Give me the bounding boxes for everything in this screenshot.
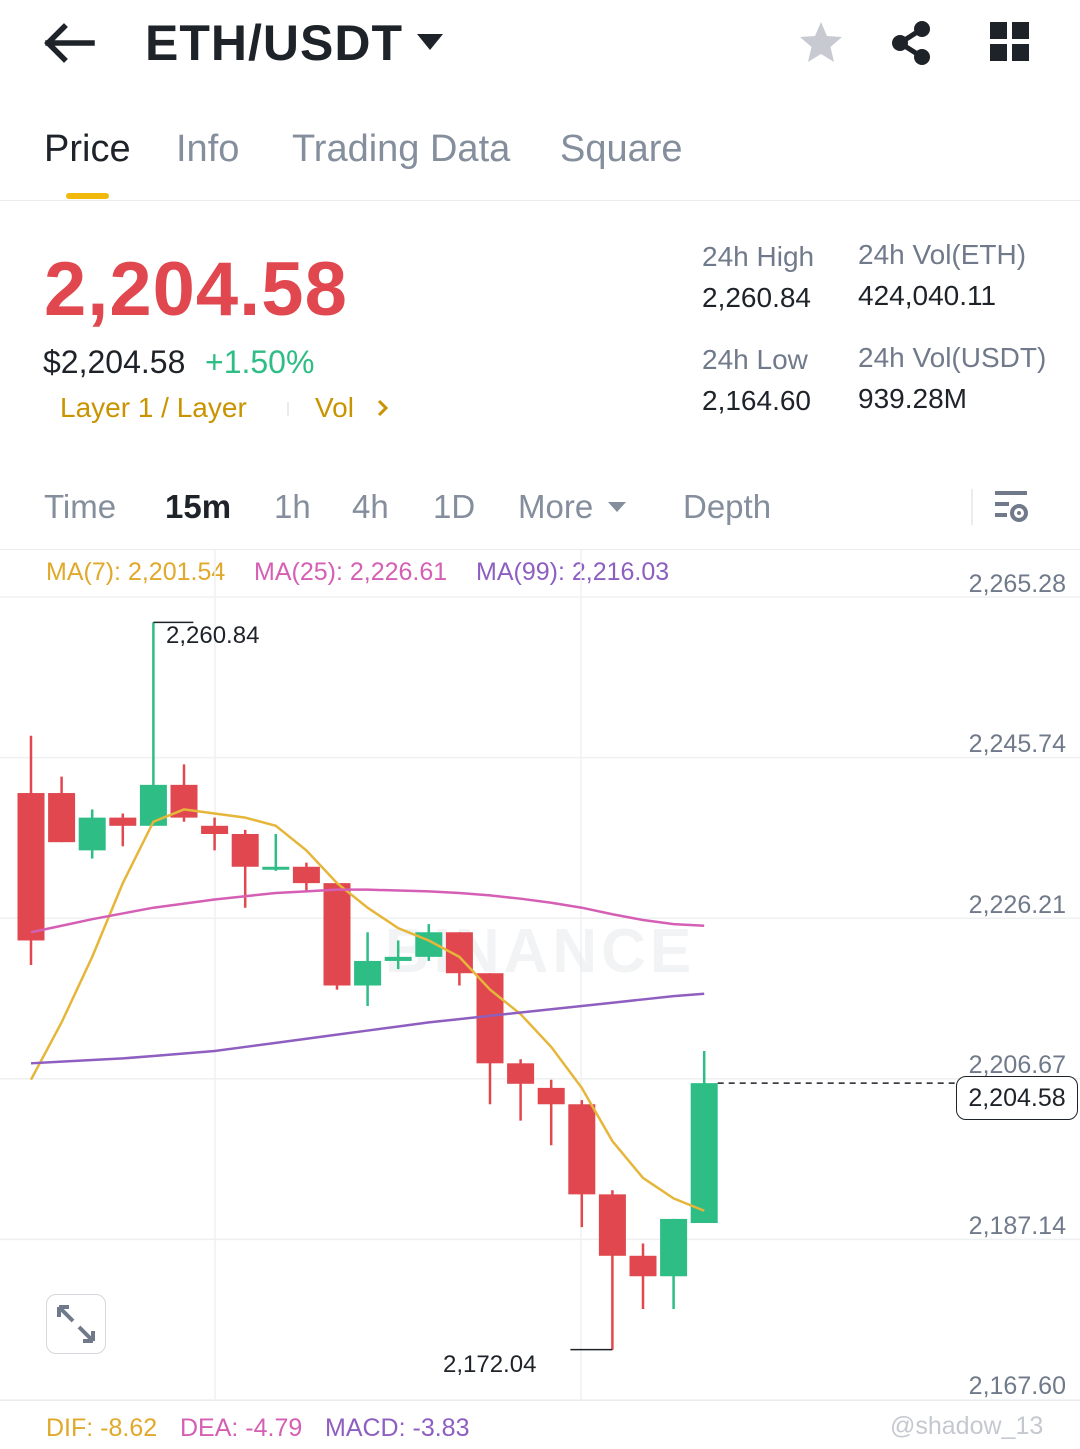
candle-body	[139, 784, 167, 826]
candle-body	[323, 883, 351, 986]
stat-vol-usdt-label: 24h Vol(USDT)	[858, 342, 1047, 373]
chart-settings-button[interactable]	[994, 489, 1030, 525]
ma7-line	[29, 808, 705, 1212]
candle-body	[201, 825, 229, 834]
candle-body	[17, 793, 45, 941]
chevron-right-icon	[377, 399, 389, 417]
macd-divider	[0, 1400, 1080, 1401]
layout-button[interactable]	[990, 22, 1030, 62]
stat-high-value: 2,260.84	[702, 282, 811, 313]
high-annotation: 2,260.84	[166, 622, 260, 649]
stat-high-label: 24h High	[702, 241, 815, 272]
star-icon	[800, 22, 842, 62]
macd-dea: DEA: -4.79	[180, 1414, 303, 1442]
candle-body	[476, 973, 504, 1064]
share-button[interactable]	[889, 20, 933, 66]
active-tab-indicator	[66, 193, 109, 199]
stat-vol-eth-value: 424,040.11	[858, 280, 997, 311]
last-price: 2,204.58	[44, 247, 348, 332]
stat-vol-usdt-value: 939.28M	[858, 383, 967, 414]
tab-info[interactable]: Info	[176, 128, 240, 170]
candle-body	[598, 1194, 626, 1256]
tag-separator	[287, 402, 289, 416]
grid-icon	[990, 22, 1029, 61]
interval-1d[interactable]: 1D	[433, 488, 476, 525]
chart-settings-icon	[995, 491, 1028, 522]
y-axis-label: 2,167.60	[968, 1372, 1066, 1400]
macd-dif: DIF: -8.62	[46, 1414, 158, 1442]
macd-value: MACD: -3.83	[325, 1414, 470, 1442]
pair-title[interactable]: ETH/USDT	[145, 15, 403, 71]
fullscreen-button[interactable]	[46, 1294, 106, 1354]
back-arrow-icon	[44, 23, 95, 63]
stat-vol-eth-label: 24h Vol(ETH)	[858, 239, 1027, 270]
candle-body	[48, 793, 76, 843]
ma99-label: MA(99): 2,216.03	[476, 558, 670, 586]
candlestick-chart[interactable]: BINANCE	[0, 550, 1080, 1400]
more-dropdown-icon	[606, 499, 628, 515]
candle-body	[384, 956, 412, 961]
expand-icon	[57, 1305, 95, 1343]
ma25-label: MA(25): 2,226.61	[254, 558, 448, 586]
stat-low-label: 24h Low	[702, 344, 808, 375]
low-annotation: 2,172.04	[443, 1351, 537, 1378]
vol-tag[interactable]: Vol	[315, 392, 354, 423]
stat-low-value: 2,164.60	[702, 385, 811, 416]
favorite-button[interactable]	[798, 20, 844, 64]
caret-down-icon	[608, 502, 626, 512]
chevron-down-icon	[417, 34, 443, 50]
y-axis-label: 2,245.74	[968, 730, 1066, 758]
interval-4h[interactable]: 4h	[352, 488, 389, 525]
candle-body	[629, 1255, 657, 1277]
intervals-divider	[0, 549, 1080, 550]
candle-body	[354, 960, 382, 986]
y-axis-label: 2,226.21	[968, 891, 1066, 919]
usd-price: $2,204.58	[43, 344, 186, 380]
interval-more[interactable]: More	[518, 488, 594, 525]
interval-depth[interactable]: Depth	[683, 488, 772, 525]
vol-tag-arrow[interactable]	[376, 398, 390, 418]
candle-body	[507, 1063, 535, 1084]
tab-price[interactable]: Price	[44, 128, 131, 170]
candle-body	[660, 1218, 688, 1277]
candle-body	[262, 866, 290, 870]
ma99-line	[30, 992, 705, 1065]
interval-time[interactable]: Time	[44, 488, 117, 525]
category-tag[interactable]: Layer 1 / Layer	[60, 392, 247, 423]
back-button[interactable]	[44, 22, 96, 64]
y-axis-label: 2,187.14	[968, 1212, 1066, 1240]
candle-body	[292, 866, 320, 884]
pair-dropdown-button[interactable]	[415, 30, 445, 54]
tab-square[interactable]: Square	[560, 128, 683, 170]
candle-body	[568, 1104, 596, 1195]
candle-body	[537, 1087, 565, 1105]
candle-body	[109, 817, 137, 826]
interval-1h[interactable]: 1h	[274, 488, 311, 525]
interval-15m[interactable]: 15m	[165, 488, 232, 525]
ma25-line	[30, 888, 705, 934]
tabs-divider	[0, 200, 1080, 201]
y-axis-label: 2,265.28	[968, 570, 1066, 598]
y-axis-label: 2,206.67	[968, 1051, 1066, 1079]
user-watermark: @shadow_13	[890, 1412, 1044, 1440]
ma7-label: MA(7): 2,201.54	[46, 558, 226, 586]
share-icon	[892, 21, 930, 65]
tab-trading-data[interactable]: Trading Data	[292, 128, 511, 170]
candle-body	[690, 1083, 718, 1224]
interval-separator	[971, 489, 973, 525]
price-change: +1.50%	[205, 344, 315, 380]
current-price-marker[interactable]: 2,204.58	[956, 1076, 1078, 1120]
candle-body	[78, 817, 106, 851]
candle-body	[231, 833, 259, 867]
